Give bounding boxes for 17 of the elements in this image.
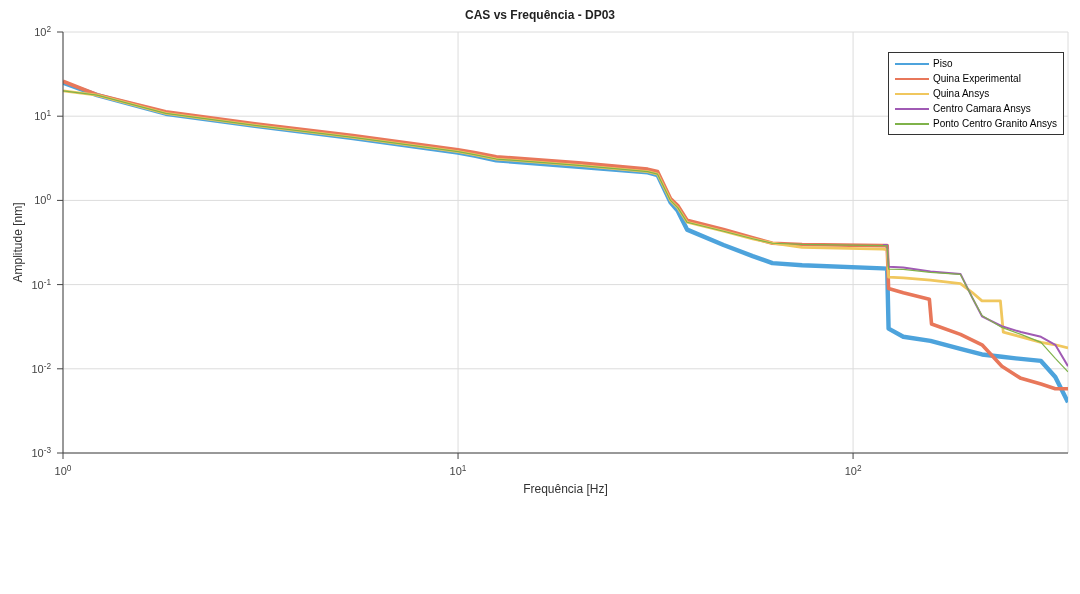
x-tick-label: 10$^{0}$ (54, 463, 72, 477)
chart-title: CAS vs Frequência - DP03 (463, 8, 617, 22)
y-tick-label: 10$^{0}$ (34, 192, 52, 207)
legend-label: Centro Camara Ansys (933, 103, 1031, 114)
legend-label: Quina Ansys (933, 88, 990, 99)
y-tick-label: 10$^{1}$ (34, 108, 52, 123)
y-axis-title: Amplitude [nm] (11, 202, 26, 283)
legend-label: Piso (933, 58, 953, 69)
y-tick-label: 10$^{-3}$ (31, 445, 52, 459)
y-tick-label: 10$^{2}$ (34, 24, 52, 38)
x-tick-label: 10$^{1}$ (449, 463, 467, 477)
y-tick-label: 10$^{-2}$ (31, 361, 52, 375)
legend-label: Ponto Centro Granito Ansys (933, 118, 1057, 129)
y-tick-label: 10$^{-1}$ (31, 277, 52, 291)
legend-label: Quina Experimental (933, 73, 1021, 84)
x-axis-title: Frequência [Hz] (523, 482, 608, 496)
x-tick-label: 10$^{2}$ (844, 463, 862, 477)
